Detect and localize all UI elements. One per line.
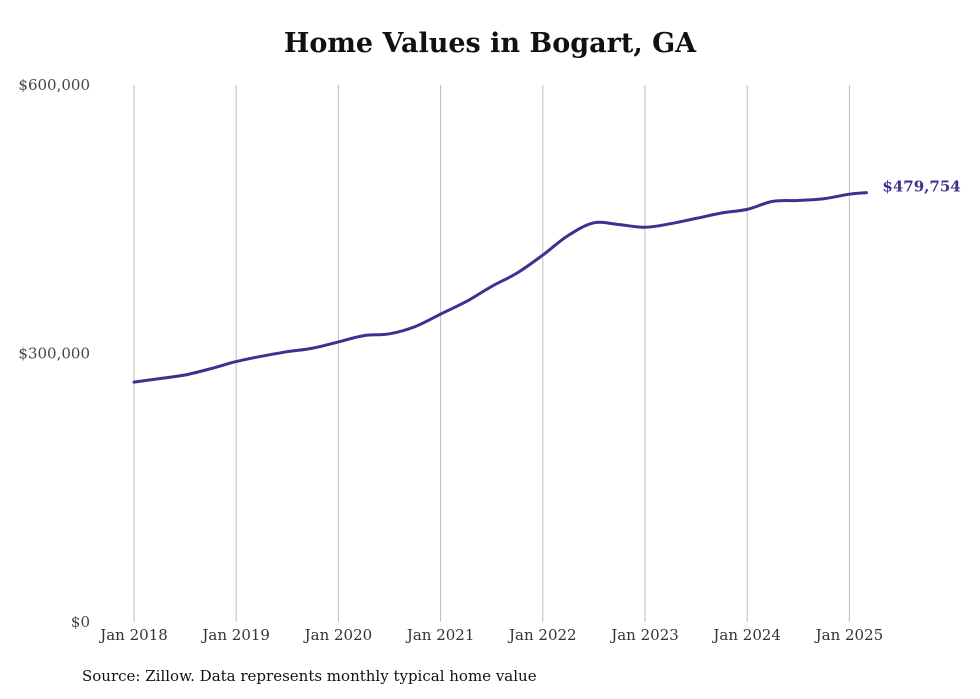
series-line — [132, 191, 868, 384]
x-tick-label-2021: Jan 2021 — [405, 626, 475, 644]
x-tick-label-2019: Jan 2019 — [200, 626, 270, 644]
source-note: Source: Zillow. Data represents monthly … — [82, 667, 537, 685]
x-tick-label-2023: Jan 2023 — [609, 626, 679, 644]
y-tick-label: $600,000 — [18, 76, 90, 94]
data-labels: $479,754 — [882, 178, 960, 196]
end-value-label: $479,754 — [882, 178, 960, 196]
x-tick-label-2025: Jan 2025 — [814, 626, 884, 644]
gridlines — [133, 85, 850, 622]
series-layer — [132, 191, 868, 384]
x-tick-label-2022: Jan 2022 — [507, 626, 577, 644]
y-tick-label: $0 — [71, 613, 90, 631]
x-tick-label-2024: Jan 2024 — [711, 626, 781, 644]
x-tick-label-2018: Jan 2018 — [98, 626, 168, 644]
x-tick-label-2020: Jan 2020 — [303, 626, 373, 644]
y-axis-tick-labels: $0 $300,000 $600,000 — [18, 76, 90, 631]
x-axis-tick-labels: Jan 2018 Jan 2019 Jan 2020 Jan 2021 Jan 2022… — [98, 626, 883, 644]
y-tick-label: $300,000 — [18, 345, 90, 363]
chart-title: Home Values in Bogart, GA — [283, 28, 697, 59]
